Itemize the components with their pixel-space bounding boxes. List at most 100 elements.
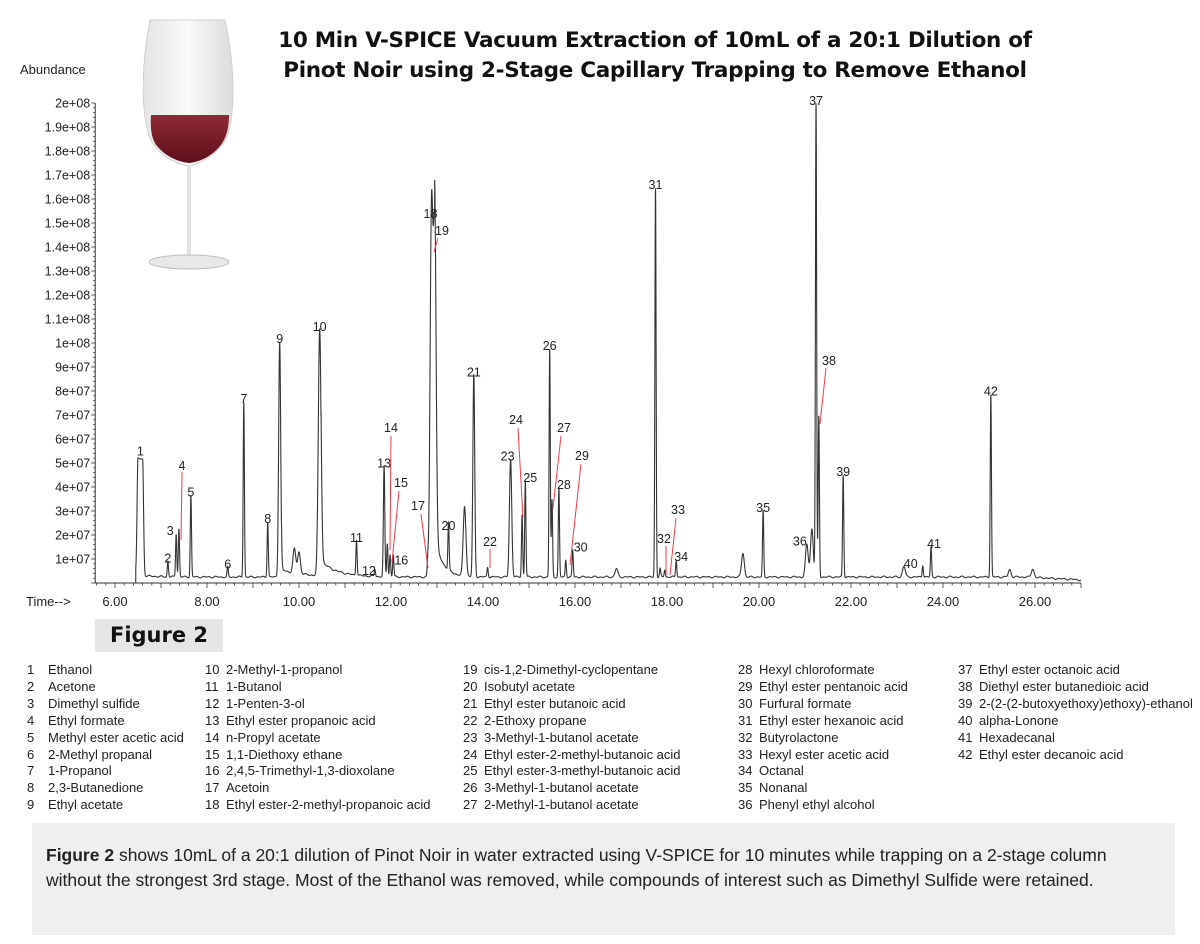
legend-number: 14 xyxy=(205,729,220,745)
legend-number: 33 xyxy=(738,746,753,762)
legend-item: 9 Ethyl acetate xyxy=(27,797,184,814)
peak-label-27: 27 xyxy=(557,421,571,435)
legend-compound: Butyrolactone xyxy=(759,729,839,745)
legend-number: 30 xyxy=(738,695,753,711)
y-tick-label: 1.6e+08 xyxy=(45,193,91,207)
y-tick-label: 6e+07 xyxy=(55,433,90,447)
legend-item: 37 Ethyl ester octanoic acid xyxy=(958,662,1193,679)
legend-item: 10 2-Methyl-1-propanol xyxy=(205,662,430,679)
legend-number: 2 xyxy=(27,678,35,694)
peak-label-15: 15 xyxy=(394,476,408,490)
legend-compound: Dimethyl sulfide xyxy=(48,695,140,711)
legend-compound: 1-Propanol xyxy=(48,763,112,779)
legend-number: 23 xyxy=(463,729,478,745)
legend-number: 6 xyxy=(27,746,35,762)
peak-label-24: 24 xyxy=(509,413,523,427)
legend-compound: Furfural formate xyxy=(759,695,852,711)
peak-label-4: 4 xyxy=(179,459,186,473)
x-tick-label: 24.00 xyxy=(927,594,960,609)
legend-compound: 2-Methyl-1-butanol acetate xyxy=(484,797,639,813)
legend-number: 24 xyxy=(463,746,478,762)
peak-label-35: 35 xyxy=(756,501,770,515)
legend-compound: 3-Methyl-1-butanol acetate xyxy=(484,729,639,745)
legend-compound: 2,4,5-Trimethyl-1,3-dioxolane xyxy=(226,763,395,779)
legend-item: 30 Furfural formate xyxy=(738,696,908,713)
chromatogram-trace xyxy=(134,103,1082,584)
peak-label-10: 10 xyxy=(313,320,327,334)
legend-item: 31 Ethyl ester hexanoic acid xyxy=(738,713,908,730)
legend-number: 9 xyxy=(27,797,35,813)
legend-number: 3 xyxy=(27,695,35,711)
legend-compound: Methyl ester acetic acid xyxy=(48,729,184,745)
legend-item: 11 1-Butanol xyxy=(205,679,430,696)
legend-item: 8 2,3-Butanedione xyxy=(27,780,184,797)
legend-item: 3 Dimethyl sulfide xyxy=(27,696,184,713)
legend-number: 28 xyxy=(738,662,753,677)
legend-number: 20 xyxy=(463,678,478,694)
legend-number: 18 xyxy=(205,797,220,813)
legend-number: 29 xyxy=(738,678,753,694)
y-tick-label: 1.7e+08 xyxy=(45,169,91,183)
x-tick-label: 6.00 xyxy=(102,594,127,609)
legend-compound: Hexyl chloroformate xyxy=(759,662,875,677)
title-line-1: 10 Min V-SPICE Vacuum Extraction of 10mL… xyxy=(278,28,1032,53)
peak-label-39: 39 xyxy=(836,465,850,479)
legend-compound: Acetone xyxy=(48,678,96,694)
legend-compound: Ethyl ester octanoic acid xyxy=(979,662,1120,677)
leader-line xyxy=(517,427,524,519)
peak-label-36: 36 xyxy=(793,535,807,549)
x-tick-label: 20.00 xyxy=(743,594,776,609)
legend-number: 21 xyxy=(463,695,478,711)
legend-item: 13 Ethyl ester propanoic acid xyxy=(205,713,430,730)
legend-item: 15 1,1-Diethoxy ethane xyxy=(205,747,430,764)
legend-compound: Ethyl acetate xyxy=(48,797,124,813)
y-tick-label: 1.2e+08 xyxy=(45,289,91,303)
leader-line xyxy=(819,367,827,425)
legend-compound: 1,1-Diethoxy ethane xyxy=(226,746,343,762)
x-tick-label: 16.00 xyxy=(559,594,592,609)
legend-compound: Ethanol xyxy=(48,662,93,677)
peak-label-8: 8 xyxy=(264,512,271,526)
legend-number: 11 xyxy=(205,678,219,694)
legend-compound: 2-Ethoxy propane xyxy=(484,712,587,728)
legend-item: 6 2-Methyl propanal xyxy=(27,747,184,764)
peak-label-19: 19 xyxy=(435,224,449,238)
legend-item: 40 alpha-Lonone xyxy=(958,713,1193,730)
peak-label-31: 31 xyxy=(649,178,663,192)
legend-item: 27 2-Methyl-1-butanol acetate xyxy=(463,797,681,814)
peak-label-38: 38 xyxy=(822,354,836,368)
legend-compound: Ethyl formate xyxy=(48,712,125,728)
y-tick-label: 7e+07 xyxy=(55,409,90,423)
peak-label-17: 17 xyxy=(411,499,425,513)
legend-item: 14 n-Propyl acetate xyxy=(205,730,430,747)
y-tick-label: 1.3e+08 xyxy=(45,265,91,279)
legend-compound: Nonanal xyxy=(759,780,808,796)
legend-number: 17 xyxy=(205,780,220,796)
legend-item: 36 Phenyl ethyl alcohol xyxy=(738,797,908,814)
legend-compound: Phenyl ethyl alcohol xyxy=(759,797,875,813)
legend-item: 7 1-Propanol xyxy=(27,763,184,780)
y-tick-label: 1.5e+08 xyxy=(45,217,91,231)
legend-item: 19 cis-1,2-Dimethyl-cyclopentane xyxy=(463,662,681,679)
legend-number: 38 xyxy=(958,678,973,694)
y-tick-label: 9e+07 xyxy=(55,361,90,375)
legend-compound: 2-Methyl propanal xyxy=(48,746,153,762)
peak-label-29: 29 xyxy=(575,449,589,463)
legend-number: 7 xyxy=(27,763,35,779)
legend-number: 22 xyxy=(463,712,478,728)
legend-item: 16 2,4,5-Trimethyl-1,3-dioxolane xyxy=(205,763,430,780)
y-tick-label: 4e+07 xyxy=(55,481,90,495)
x-tick-label: 22.00 xyxy=(835,594,868,609)
peak-label-42: 42 xyxy=(984,385,998,399)
legend-compound: Ethyl ester hexanoic acid xyxy=(759,712,904,728)
leader-line xyxy=(420,513,429,569)
x-tick-label: 18.00 xyxy=(651,594,684,609)
legend-item: 22 2-Ethoxy propane xyxy=(463,713,681,730)
peak-label-26: 26 xyxy=(543,339,557,353)
legend-item: 39 2-(2-(2-butoxyethoxy)ethoxy)-ethanol xyxy=(958,696,1193,713)
legend-item: 4 Ethyl formate xyxy=(27,713,184,730)
legend-compound: Ethyl ester-2-methyl-propanoic acid xyxy=(226,797,431,813)
legend-number: 19 xyxy=(463,662,478,677)
legend-number: 4 xyxy=(27,712,35,728)
legend-number: 16 xyxy=(205,763,220,779)
